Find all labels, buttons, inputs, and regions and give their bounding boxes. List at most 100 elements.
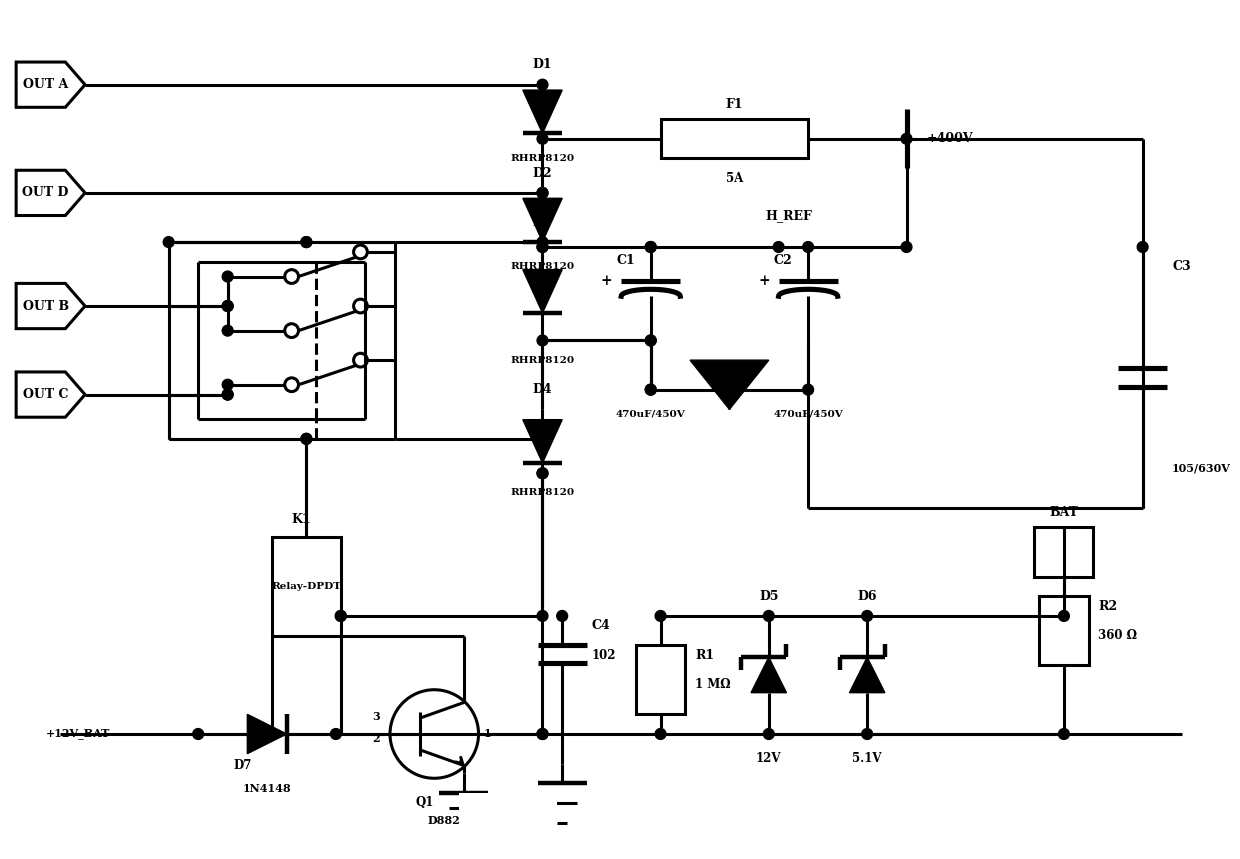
Circle shape [301, 237, 311, 247]
Text: +12V_BAT: +12V_BAT [46, 728, 110, 740]
Circle shape [862, 611, 873, 621]
Text: 1: 1 [484, 728, 491, 740]
Circle shape [537, 434, 548, 444]
Text: RHRP8120: RHRP8120 [511, 356, 574, 364]
Text: OUT C: OUT C [22, 388, 68, 401]
Circle shape [301, 434, 311, 444]
Text: D7: D7 [233, 759, 252, 772]
Circle shape [267, 728, 278, 740]
Polygon shape [849, 657, 885, 692]
Circle shape [1137, 241, 1148, 253]
Text: D5: D5 [759, 590, 779, 603]
Circle shape [862, 728, 873, 740]
Text: 12V: 12V [756, 752, 781, 765]
Polygon shape [523, 198, 562, 241]
Circle shape [222, 389, 233, 400]
Polygon shape [247, 715, 286, 753]
Text: D2: D2 [533, 167, 552, 180]
Circle shape [645, 384, 656, 395]
Circle shape [537, 133, 548, 144]
Text: 360 Ω: 360 Ω [1099, 629, 1137, 643]
Text: D4: D4 [533, 383, 552, 396]
Text: +: + [600, 274, 613, 289]
Circle shape [537, 79, 548, 90]
Text: F1: F1 [725, 98, 743, 111]
Circle shape [301, 434, 311, 444]
Circle shape [645, 241, 656, 253]
Polygon shape [523, 90, 562, 133]
Circle shape [301, 237, 311, 247]
Circle shape [164, 237, 174, 247]
Text: Relay-DPDT: Relay-DPDT [272, 582, 341, 591]
Text: 105/630V: 105/630V [1172, 463, 1231, 474]
Text: H_REF: H_REF [765, 209, 812, 222]
Circle shape [222, 301, 233, 312]
Text: +: + [758, 274, 770, 289]
Text: 5A: 5A [725, 172, 743, 185]
Circle shape [192, 728, 203, 740]
Text: 1 MΩ: 1 MΩ [694, 679, 730, 691]
Circle shape [901, 241, 911, 253]
Circle shape [645, 384, 656, 395]
Circle shape [222, 301, 233, 312]
Circle shape [537, 241, 548, 253]
Bar [661, 119, 808, 158]
Text: 5.1V: 5.1V [852, 752, 882, 765]
Text: OUT B: OUT B [22, 300, 68, 313]
Circle shape [222, 389, 233, 400]
Circle shape [764, 728, 774, 740]
Bar [1039, 596, 1089, 665]
Text: 2: 2 [372, 734, 381, 745]
Circle shape [645, 241, 656, 253]
Circle shape [802, 384, 813, 395]
Text: R1: R1 [694, 649, 714, 661]
Text: 3: 3 [372, 710, 381, 722]
Circle shape [537, 241, 548, 253]
Circle shape [537, 434, 548, 444]
Circle shape [1059, 728, 1069, 740]
Circle shape [537, 187, 548, 198]
Text: BAT: BAT [1049, 506, 1079, 519]
Circle shape [724, 384, 735, 395]
Text: D882: D882 [484, 807, 516, 819]
Text: D3: D3 [533, 216, 552, 228]
Circle shape [222, 326, 233, 336]
Text: OUT A: OUT A [24, 78, 68, 91]
Text: Q1: Q1 [415, 796, 434, 809]
Circle shape [764, 611, 774, 621]
Circle shape [537, 728, 548, 740]
Circle shape [537, 237, 548, 247]
Circle shape [537, 187, 548, 198]
Circle shape [537, 468, 548, 478]
Polygon shape [691, 360, 769, 410]
Circle shape [222, 380, 233, 390]
Text: RHRP8120: RHRP8120 [511, 489, 574, 497]
Polygon shape [523, 420, 562, 463]
Polygon shape [751, 657, 786, 692]
Text: K1: K1 [291, 513, 311, 526]
Bar [272, 537, 341, 636]
Text: C3: C3 [1172, 260, 1190, 273]
Text: C4: C4 [591, 619, 610, 632]
Circle shape [655, 728, 666, 740]
Circle shape [655, 611, 666, 621]
Circle shape [331, 728, 341, 740]
Text: C1: C1 [616, 253, 635, 266]
Circle shape [335, 611, 346, 621]
Circle shape [222, 271, 233, 282]
Circle shape [645, 335, 656, 346]
Text: D882: D882 [428, 815, 460, 826]
Text: D6: D6 [857, 590, 877, 603]
Text: 102: 102 [591, 649, 616, 661]
Circle shape [537, 728, 548, 740]
Bar [1034, 527, 1094, 576]
Text: +400V: +400V [926, 132, 973, 145]
Text: RHRP8120: RHRP8120 [511, 262, 574, 271]
Circle shape [537, 468, 548, 478]
Text: C2: C2 [774, 253, 792, 266]
Circle shape [537, 611, 548, 621]
Circle shape [1059, 611, 1069, 621]
Text: D1: D1 [533, 58, 552, 71]
Circle shape [774, 241, 784, 253]
Text: 470uF/450V: 470uF/450V [774, 410, 843, 418]
